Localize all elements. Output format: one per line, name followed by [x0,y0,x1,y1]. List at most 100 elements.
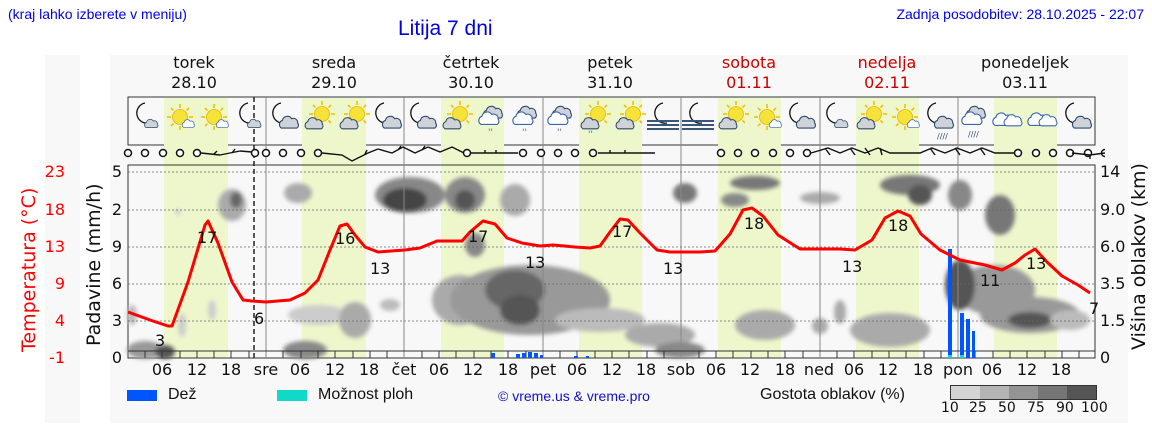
sun-cloud-icon [891,103,920,131]
day-name: ponedeljek [981,53,1069,72]
day-name: četrtek [442,53,500,72]
temp-annotation: 13 [370,259,391,278]
cloud-height-tick: 14 [1100,162,1121,181]
moon-cloud-icon [789,102,816,129]
temp-annotation: 17 [197,228,218,247]
moon-cloud-icon [239,102,262,128]
x-tick-label: 06 [705,360,727,379]
temp-annotation: 13 [842,257,863,276]
temp-axis-panel [45,55,80,423]
x-tick-label: 06 [981,360,1003,379]
sun-cloud-icon [166,103,195,131]
x-tick-label: 12 [877,360,899,379]
rain-bars [491,249,975,358]
x-tick-label: 18 [912,360,934,379]
svg-text:////: //// [968,130,979,139]
day-name: sobota [721,53,777,72]
x-tick-label: 12 [324,360,346,379]
x-tick-label: pet [529,360,557,379]
day-name: torek [173,53,215,72]
day-name: nedelja [857,53,917,72]
day-name: petek [587,53,633,72]
sun-cloud-icon [856,100,888,130]
x-tick-label: 12 [1016,360,1038,379]
svg-text:'': '' [522,128,527,138]
density-swatch-25-50 [980,386,1009,399]
day-header-sun: nedelja 02.11 [827,53,947,93]
temp-tick: 13 [44,237,65,256]
temp-annotation: 17 [612,222,633,241]
moon-fog-icon [647,102,679,130]
day-header-fri: petek 31.10 [550,53,670,93]
moon-cloud-icon [410,102,437,129]
x-tick-label: sre [253,360,279,379]
moon-cloud-icon [136,102,159,128]
temp-annotation: 16 [335,229,356,248]
x-tick-label: 06 [428,360,450,379]
x-tick-label: 12 [186,360,208,379]
cloud-height-tick: 9.0 [1100,200,1126,219]
precip-tick: 9 [111,237,122,256]
cloud-drizzle-icon: '' [547,105,572,138]
precip-tick: 0 [111,348,122,367]
copyright-link[interactable]: © vreme.us & vreme.pro [498,388,650,404]
moon-cloud-icon [1065,102,1092,129]
x-tick-label: 06 [843,360,865,379]
region-hint-link[interactable]: (kraj lahko izberete v meniju) [8,6,187,22]
sun-cloud-icon [200,103,229,131]
x-tick-label: 06 [289,360,311,379]
x-tick-label: 18 [358,360,380,379]
cloud-height-axis-title: Višina oblakov (km) [1128,163,1150,350]
moon-cloud-rain-icon: //// [927,102,954,141]
rain-swatch [127,390,157,401]
svg-text:'': '' [488,128,493,138]
x-tick-label: pon [942,360,974,379]
moon-cloud-icon [375,102,402,129]
sun-cloud-icon [339,100,371,130]
precip-tick: 6 [111,274,122,293]
density-swatch-10-25 [951,386,980,399]
svg-text:'': '' [557,128,562,138]
density-tick: 50 [998,400,1016,416]
cloud-height-tick: 0 [1100,348,1111,367]
precip-axis-title: Padavine (mm/h) [83,183,105,346]
density-tick: 90 [1056,400,1074,416]
density-swatch-50-75 [1009,386,1038,399]
temp-annotation: 11 [980,271,1001,290]
temp-tick: 4 [54,311,65,330]
x-tick-label: 18 [635,360,657,379]
day-header-wed: sreda 29.10 [274,53,394,93]
showers-swatch [277,390,307,401]
temp-axis-title: Temperatura (°C) [18,187,40,352]
temp-tick: 9 [54,274,65,293]
moon-cloud-icon [826,102,849,128]
x-tick-label: 18 [1050,360,1072,379]
day-date: 28.10 [171,73,217,92]
x-tick-label: sob [666,360,696,379]
x-tick-label: 12 [739,360,761,379]
x-tick-label: 18 [774,360,796,379]
wind-barb-icon [200,145,1105,162]
cloud-height-tick: 1.5 [1100,311,1126,330]
page-title: Litija 7 dni [398,17,493,40]
density-tick: 100 [1081,400,1108,416]
density-tick: 75 [1027,400,1045,416]
temp-annotation: 13 [1026,254,1047,273]
cloud-drizzle-icon: '' [478,105,503,138]
temp-annotation: 6 [254,309,265,328]
rain-legend-label: Dež [168,386,197,403]
precip-tick: 3 [111,311,122,330]
day-date: 30.10 [448,73,494,92]
showers-legend-label: Možnost ploh [318,386,414,403]
density-swatch-90-100 [1067,386,1096,399]
svg-text:'': '' [588,130,593,140]
wind-row [123,145,1105,162]
sun-cloud-icon [753,103,782,131]
temp-annotation: 7 [1089,299,1100,318]
temp-annotation: 13 [525,253,546,272]
temp-tick: 18 [44,200,65,219]
day-date: 01.11 [726,73,772,92]
day-date: 03.11 [1002,73,1048,92]
day-date: 02.11 [864,73,910,92]
